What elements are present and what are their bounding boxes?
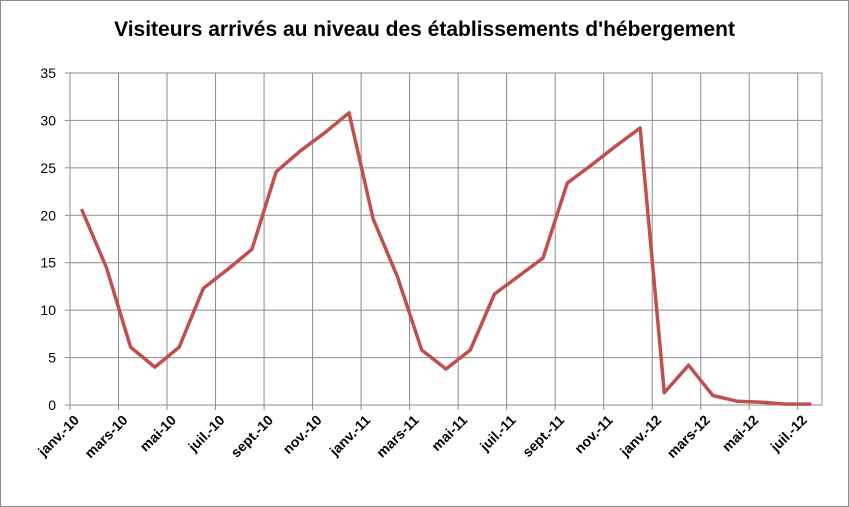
chart-title: Visiteurs arrivés au niveau des établiss…	[114, 18, 735, 41]
grid-lines	[69, 72, 823, 405]
y-tick-label: 10	[40, 302, 56, 318]
data-point	[80, 209, 84, 213]
x-tick-label: mars-10	[81, 412, 130, 461]
x-axis-tick-labels: janv.-10 mars-10 mai-10 juil.-10 sept.-10 nov…	[34, 412, 810, 461]
x-tick-label: mars-12	[664, 412, 713, 461]
data-point	[638, 126, 642, 130]
axes	[65, 72, 822, 410]
data-point	[614, 144, 618, 148]
data-point	[687, 363, 691, 367]
data-point	[274, 170, 278, 174]
data-point	[590, 163, 594, 167]
x-tick-label: janv.-11	[326, 412, 374, 460]
data-point	[808, 402, 812, 406]
y-tick-label: 15	[40, 255, 56, 271]
data-point	[395, 275, 399, 279]
data-point	[468, 348, 472, 352]
x-tick-label: mars-11	[373, 412, 422, 461]
data-point	[493, 292, 497, 296]
data-point	[177, 345, 181, 349]
data-point	[371, 217, 375, 221]
data-point	[104, 265, 108, 269]
x-tick-label: mai-10	[136, 412, 179, 455]
series	[80, 111, 812, 406]
y-tick-label: 0	[48, 397, 56, 413]
data-point	[298, 149, 302, 153]
y-axis-tick-labels: 0 5 10 15 20 25 30 35	[40, 65, 56, 413]
data-point	[226, 267, 230, 271]
x-tick-label: janv.-12	[616, 412, 664, 460]
data-point	[420, 348, 424, 352]
data-point	[759, 400, 763, 404]
x-tick-label: juil.-10	[184, 412, 228, 456]
data-point	[517, 274, 521, 278]
x-tick-label: sept.-11	[519, 412, 567, 460]
y-tick-label: 30	[40, 112, 56, 128]
y-tick-label: 5	[48, 350, 56, 366]
data-point	[784, 402, 788, 406]
data-point	[541, 256, 545, 260]
x-tick-label: mai-11	[428, 412, 470, 454]
x-tick-label: janv.-10	[34, 412, 82, 460]
x-tick-label: juil.-12	[766, 412, 810, 456]
data-point	[711, 394, 715, 398]
x-tick-label: nov.-10	[279, 412, 324, 457]
data-point	[201, 286, 205, 290]
y-tick-label: 25	[40, 160, 56, 176]
y-tick-label: 35	[40, 65, 56, 81]
data-point	[347, 111, 351, 115]
data-point	[153, 365, 157, 369]
data-point	[250, 247, 254, 251]
x-tick-label: nov.-11	[571, 412, 616, 457]
data-point	[735, 399, 739, 403]
y-tick-label: 20	[40, 207, 56, 223]
x-tick-label: juil.-11	[476, 412, 519, 455]
data-point	[565, 181, 569, 185]
data-point	[444, 367, 448, 371]
data-point	[129, 345, 133, 349]
x-tick-label: mai-12	[719, 412, 762, 455]
x-tick-label: sept.-10	[227, 412, 276, 461]
data-point	[662, 391, 666, 395]
data-point	[323, 131, 327, 135]
